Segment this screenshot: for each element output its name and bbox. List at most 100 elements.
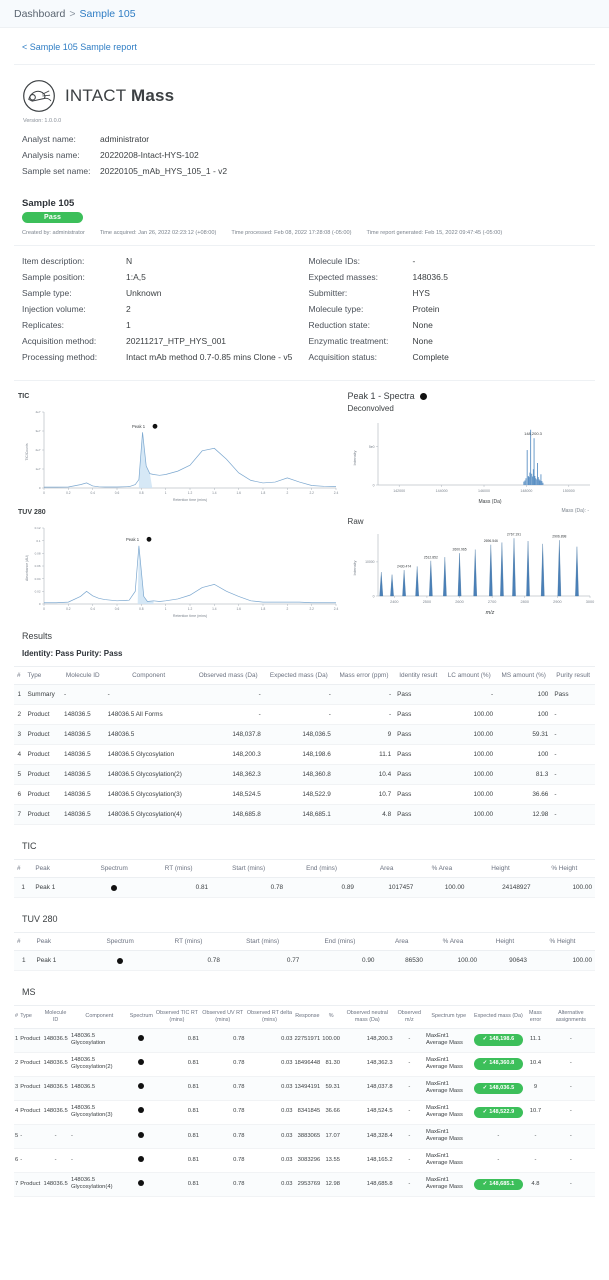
tic-x-axis-label: Retention time (mins) (173, 498, 207, 502)
field-value: None (412, 320, 433, 330)
table-row[interactable]: 4 Product 148036.5 148036.5 Glycosylation 14… (14, 744, 595, 765)
column-header[interactable]: MS amount (%) (496, 666, 552, 685)
table-cell: 148036.5 Glycosylation (69, 1028, 129, 1053)
column-header[interactable]: Expected mass (Da) (263, 666, 334, 685)
column-header[interactable]: LC amount (%) (442, 666, 497, 685)
column-header[interactable]: Area (356, 859, 417, 878)
table-row[interactable]: 7 Product 148036.5 148036.5 Glycosylation(4… (14, 1172, 595, 1197)
table-row[interactable]: 7 Product 148036.5 148036.5 Glycosylation(4… (14, 804, 595, 825)
deconvolved-chart[interactable]: 142000 144000 146000 148000 150000 0 5e0 148,… (340, 413, 598, 508)
table-cell: - (19, 1124, 42, 1149)
table-cell: 0.78 (199, 1172, 246, 1197)
column-header[interactable]: Identity result (394, 666, 443, 685)
column-header[interactable]: # (14, 932, 34, 951)
table-cell: 100.00 (416, 877, 468, 898)
column-header[interactable]: % Height (533, 859, 595, 878)
column-header[interactable]: Molecule ID (41, 1005, 70, 1029)
back-to-sample-report-link[interactable]: < Sample 105 Sample report (14, 28, 595, 65)
alternative-assignments-cell: - (546, 1100, 595, 1125)
table-cell: Product (19, 1100, 42, 1125)
table-cell: 59.31 (321, 1076, 341, 1101)
table-row[interactable]: 3 Product 148036.5 148036.5 148,037.8 148,036… (14, 724, 595, 745)
column-header[interactable]: Spectrum type (425, 1005, 473, 1029)
column-header[interactable]: Start (mins) (211, 859, 287, 878)
table-row[interactable]: 3 Product 148036.5 148036.5 0.81 0.78 0.03 1349… (14, 1076, 595, 1101)
column-header[interactable]: Type (24, 666, 62, 685)
column-header[interactable]: Peak (33, 932, 87, 951)
column-header[interactable]: Height (480, 932, 530, 951)
table-cell: 148036.5 (61, 764, 105, 785)
table-row[interactable]: 1 Peak 1 0.81 0.78 0.89 1017457 100.00 24148927… (14, 877, 595, 898)
table-cell: 100 (496, 704, 552, 725)
table-row[interactable]: 6 Product 148036.5 148036.5 Glycosylation(3… (14, 784, 595, 805)
column-header[interactable]: % Area (416, 859, 468, 878)
table-cell: Pass (394, 744, 443, 765)
tuv-peak-marker (146, 536, 152, 542)
tuv-x-axis-label: Retention time (mins) (173, 614, 207, 618)
table-cell: 148,198.6 (263, 744, 334, 765)
table-row[interactable]: 4 Product 148036.5 148036.5 Glycosylation(3… (14, 1100, 595, 1125)
table-row[interactable]: 2 Product 148036.5 148036.5 Glycosylation(2… (14, 1052, 595, 1077)
column-header[interactable]: # (14, 859, 33, 878)
table-row[interactable]: 1 Peak 1 0.78 0.77 0.90 86530 100.00 90643 100.0… (14, 950, 595, 971)
time-report-generated-stamp: Time report generated: Feb 15, 2022 09:4… (366, 230, 503, 236)
table-cell: - (263, 684, 334, 705)
table-row[interactable]: 1 Summary - - - - - Pass -100 Pass (14, 684, 595, 705)
table-cell: 148,362.3 (192, 764, 264, 785)
table-cell: 0.78 (199, 1028, 246, 1053)
column-header[interactable]: Component (69, 1005, 129, 1029)
table-row[interactable]: 1 Product 148036.5 148036.5 Glycosylation 0.… (14, 1028, 595, 1053)
column-header[interactable]: Mass error (524, 1005, 547, 1029)
column-header[interactable]: Molecule ID (61, 666, 105, 685)
expected-mass-value: 148,522.9 (489, 1108, 515, 1115)
column-header[interactable]: Observed UV RT (mins) (199, 1005, 246, 1029)
column-header[interactable]: Height (467, 859, 534, 878)
column-header[interactable]: Expected mass (Da) (472, 1005, 525, 1029)
column-header[interactable]: Component (104, 666, 193, 685)
tuv280-chart[interactable]: 0 0.2 0.4 0.6 0.8 1 1.2 1.4 1.6 1.8 2 2.2 2.4 0 0.02 0… (14, 516, 344, 621)
column-header[interactable]: Purity result (551, 666, 595, 685)
column-header[interactable]: # (14, 1005, 20, 1029)
table-cell: 0.81 (153, 1172, 200, 1197)
column-header[interactable]: RT (mins) (146, 859, 212, 878)
table-cell: 3 (14, 1076, 20, 1101)
table-cell: MaxEnt1 Average Mass (425, 1028, 473, 1053)
table-cell: 148036.5 Glycosylation(4) (69, 1172, 129, 1197)
breadcrumb-current[interactable]: Sample 105 (79, 7, 136, 20)
breadcrumb-root[interactable]: Dashboard (14, 7, 66, 20)
table-row[interactable]: 6- - -0.81 0.78 0.03 3083296 13.55 148,165.2- Ma… (14, 1148, 595, 1173)
column-header[interactable]: Type (19, 1005, 42, 1029)
table-row[interactable]: 2 Product 148036.5 148036.5 All Forms - - - Pas… (14, 704, 595, 725)
column-header[interactable]: End (mins) (286, 859, 357, 878)
column-header[interactable]: End (mins) (302, 932, 378, 951)
column-header[interactable]: % Height (529, 932, 595, 951)
column-header[interactable]: Observed TIC RT (mins) (153, 1005, 200, 1029)
table-row[interactable]: 5- - -0.81 0.78 0.03 3883065 17.07 148,328.4- Ma… (14, 1124, 595, 1149)
column-header[interactable]: Observed neutral mass (Da) (340, 1005, 394, 1029)
results-table: # Type Molecule ID Component Observed mass (… (14, 666, 595, 825)
column-header[interactable]: Observed mass (Da) (192, 666, 264, 685)
table-row[interactable]: 5 Product 148036.5 148036.5 Glycosylation(2… (14, 764, 595, 785)
column-header[interactable]: Spectrum (128, 1005, 154, 1029)
table-cell: Product (19, 1028, 42, 1053)
svg-text:2: 2 (286, 491, 288, 495)
column-header[interactable]: Mass error (ppm) (333, 666, 395, 685)
column-header[interactable]: Response (293, 1005, 322, 1029)
column-header[interactable]: # (14, 666, 25, 685)
raw-chart[interactable]: 2400 2500 2600 2700 2800 2900 3000 0 10000 2430… (340, 526, 598, 621)
column-header[interactable]: Spectrum (82, 859, 147, 878)
column-header[interactable]: Observed RT delta (mins) (245, 1005, 294, 1029)
column-header[interactable]: Spectrum (86, 932, 155, 951)
column-header[interactable]: Alternative assignments (546, 1005, 595, 1029)
column-header[interactable]: Peak (32, 859, 83, 878)
column-header[interactable]: % Area (425, 932, 481, 951)
column-header[interactable]: Start (mins) (222, 932, 303, 951)
table-cell: 148036.5 (41, 1076, 70, 1101)
table-cell: Product (24, 784, 62, 805)
column-header[interactable]: Area (377, 932, 426, 951)
column-header[interactable]: % (321, 1005, 341, 1029)
column-header[interactable]: RT (mins) (154, 932, 223, 951)
column-header[interactable]: Observed m/z (393, 1005, 425, 1029)
tic-chart[interactable]: 0 0.2 0.4 0.6 0.8 1 1.2 1.4 1.6 1.8 2 2.2 2.4 0 1e7 2e… (14, 400, 344, 505)
table-cell: 148,165.2 (340, 1148, 394, 1173)
